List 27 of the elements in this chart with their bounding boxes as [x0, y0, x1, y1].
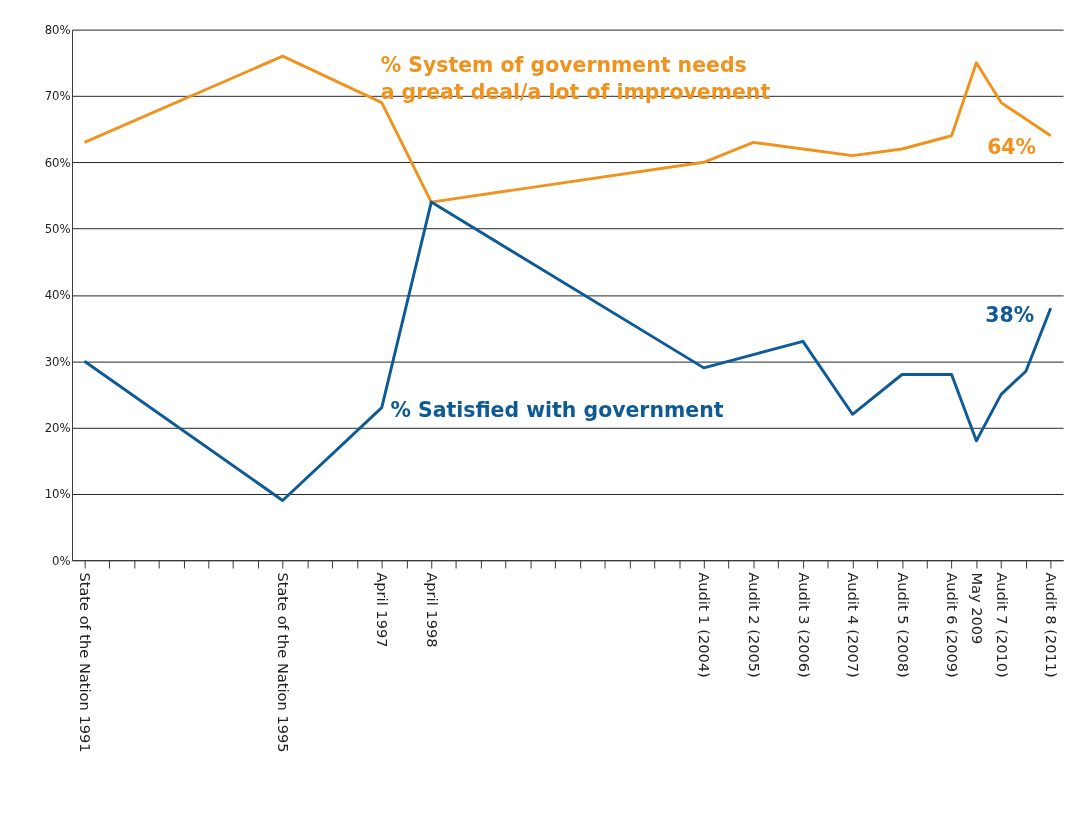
annotation: 38%: [985, 302, 1035, 327]
x-tick-label: Audit 5 (2008): [894, 572, 912, 678]
x-tick-label: State of the Nation 1995: [275, 572, 293, 753]
x-tick-label: April 1998: [423, 572, 441, 648]
y-tick-label: 80%: [44, 23, 71, 38]
y-tick-label: 50%: [44, 221, 71, 236]
y-tick-label: 10%: [44, 487, 71, 502]
y-tick-label: 30%: [44, 354, 71, 369]
x-tick-label: Audit 4 (2007): [845, 572, 863, 678]
line-series: [82, 54, 1053, 204]
x-tick-label: Audit 1 (2004): [696, 572, 714, 678]
x-tick-label: Audit 6 (2009): [944, 572, 962, 678]
annotation: 64%: [987, 135, 1037, 160]
x-tick-label: State of the Nation 1991: [77, 572, 95, 753]
y-tick-label: 70%: [44, 89, 71, 104]
y-tick-label: 0%: [52, 553, 71, 568]
y-tick-label: 20%: [44, 420, 71, 435]
x-tick-label: Audit 3 (2006): [795, 572, 813, 678]
y-tick-label: 40%: [44, 288, 71, 303]
y-tick-label: 60%: [44, 155, 71, 170]
x-tick-label: Audit 7 (2010): [993, 572, 1011, 678]
x-tick-label: May 2009: [968, 572, 986, 645]
line-series: [82, 200, 1053, 502]
annotation: % Satisfied with government: [390, 398, 724, 423]
x-tick-label: April 1997: [374, 572, 392, 648]
x-tick-label: Audit 2 (2005): [746, 572, 763, 678]
x-tick-label: Audit 8 (2011): [1043, 572, 1061, 678]
